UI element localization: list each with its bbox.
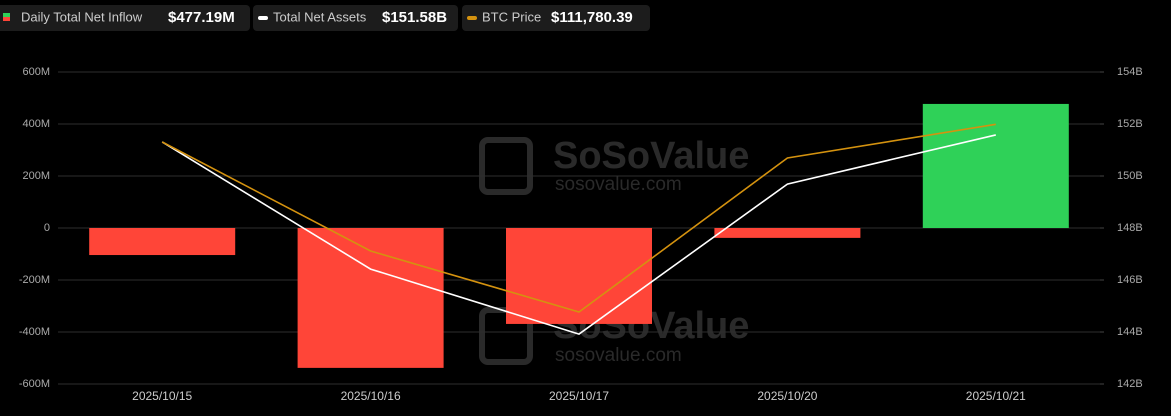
x-tick-label: 2025/10/16 xyxy=(341,389,401,403)
legend-item-bg xyxy=(253,5,458,31)
bar xyxy=(89,228,236,256)
y2-tick-label: 154B xyxy=(1117,66,1143,78)
line xyxy=(161,134,996,335)
legend-value: $151.58B xyxy=(382,9,447,26)
legend-icon xyxy=(3,13,10,17)
legend-name: Total Net Assets xyxy=(273,9,367,24)
legend-value: $111,780.39 xyxy=(551,9,633,26)
y2-tick-label: 142B xyxy=(1117,378,1143,390)
legend-icon xyxy=(467,16,477,20)
line xyxy=(161,123,996,313)
y2-tick-label: 150B xyxy=(1117,170,1143,182)
x-tick-label: 2025/10/15 xyxy=(132,389,192,403)
x-tick-label: 2025/10/21 xyxy=(966,389,1026,403)
legend-icon xyxy=(3,17,10,21)
legend-name: Daily Total Net Inflow xyxy=(21,9,143,24)
x-tick-label: 2025/10/20 xyxy=(757,389,817,403)
y2-tick-label: 148B xyxy=(1117,222,1143,234)
y-tick-label: -200M xyxy=(19,274,50,286)
y-tick-label: 400M xyxy=(22,118,50,130)
x-tick-label: 2025/10/17 xyxy=(549,389,609,403)
legend: Daily Total Net Inflow $477.19M Total Ne… xyxy=(0,5,650,31)
watermark-text: SoSoValue xyxy=(553,135,749,177)
watermark-logo xyxy=(479,137,533,195)
legend-item-bg xyxy=(0,5,250,31)
y-tick-label: 0 xyxy=(44,222,50,234)
y-tick-label: -600M xyxy=(19,378,50,390)
y2-tick-label: 152B xyxy=(1117,118,1143,130)
watermark-url: sosovalue.com xyxy=(555,174,682,195)
y-tick-label: 200M xyxy=(22,170,50,182)
y-tick-label: -400M xyxy=(19,326,50,338)
watermark-url: sosovalue.com xyxy=(555,345,682,366)
legend-icon xyxy=(258,16,268,20)
y2-tick-label: 146B xyxy=(1117,274,1143,286)
bar xyxy=(922,103,1069,228)
bar xyxy=(506,228,652,324)
legend-value: $477.19M xyxy=(168,9,235,26)
legend-item-bg xyxy=(462,5,650,31)
y-tick-label: 600M xyxy=(22,66,50,78)
bar xyxy=(297,228,444,368)
bar xyxy=(714,228,861,238)
legend-name: BTC Price xyxy=(482,9,541,24)
y2-tick-label: 144B xyxy=(1117,326,1143,338)
